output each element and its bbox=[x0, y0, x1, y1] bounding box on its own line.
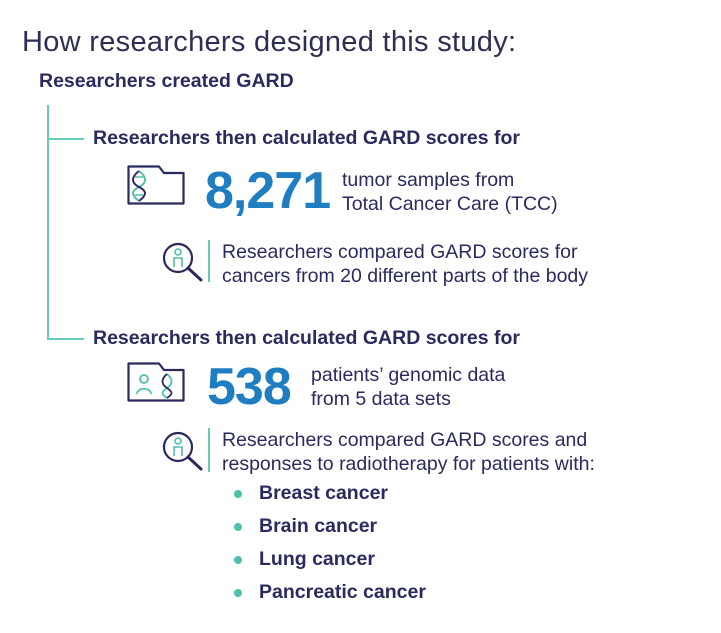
cancer-type-label: Pancreatic cancer bbox=[259, 581, 426, 603]
patient-desc-line-1: patients’ genomic data bbox=[311, 364, 506, 386]
bullet-icon bbox=[234, 589, 242, 597]
page-title: How researchers designed this study: bbox=[22, 26, 517, 58]
list-item: Breast cancer bbox=[234, 481, 426, 514]
bullet-icon bbox=[234, 556, 242, 564]
list-item: Lung cancer bbox=[234, 547, 426, 580]
tree-connector-vertical bbox=[47, 105, 49, 338]
compare-1-line-1: Researchers compared GARD scores for bbox=[222, 241, 578, 263]
compare-2-line-2: responses to radiotherapy for patients w… bbox=[222, 453, 595, 475]
tumor-sample-desc-line-1: tumor samples from bbox=[342, 169, 515, 191]
compare-divider-1 bbox=[208, 240, 210, 282]
dna-folder-icon bbox=[127, 165, 185, 205]
branch-2-heading: Researchers then calculated GARD scores … bbox=[93, 327, 521, 349]
branch-1-heading: Researchers then calculated GARD scores … bbox=[93, 127, 521, 149]
compare-1-line-2: cancers from 20 different parts of the b… bbox=[222, 265, 589, 287]
list-item: Pancreatic cancer bbox=[234, 580, 426, 613]
cancer-type-label: Breast cancer bbox=[259, 482, 388, 504]
magnifier-person-icon bbox=[161, 241, 205, 283]
cancer-type-label: Lung cancer bbox=[259, 548, 375, 570]
bullet-icon bbox=[234, 490, 242, 498]
compare-2-line-1: Researchers compared GARD scores and bbox=[222, 429, 588, 451]
patient-count: 538 bbox=[207, 358, 292, 416]
cancer-type-label: Brain cancer bbox=[259, 515, 378, 537]
cancer-type-list: Breast cancer Brain cancer Lung cancer P… bbox=[234, 481, 426, 613]
compare-divider-2 bbox=[208, 428, 210, 472]
patient-dna-folder-icon bbox=[127, 362, 185, 402]
tumor-sample-desc-line-2: Total Cancer Care (TCC) bbox=[342, 193, 558, 215]
patient-desc-line-2: from 5 data sets bbox=[311, 388, 451, 410]
magnifier-person-icon bbox=[161, 430, 205, 472]
created-gard-heading: Researchers created GARD bbox=[39, 70, 294, 92]
list-item: Brain cancer bbox=[234, 514, 426, 547]
bullet-icon bbox=[234, 523, 242, 531]
tree-connector-branch-2 bbox=[47, 338, 84, 340]
tree-connector-branch-1 bbox=[47, 138, 84, 140]
tumor-sample-count: 8,271 bbox=[205, 162, 331, 220]
